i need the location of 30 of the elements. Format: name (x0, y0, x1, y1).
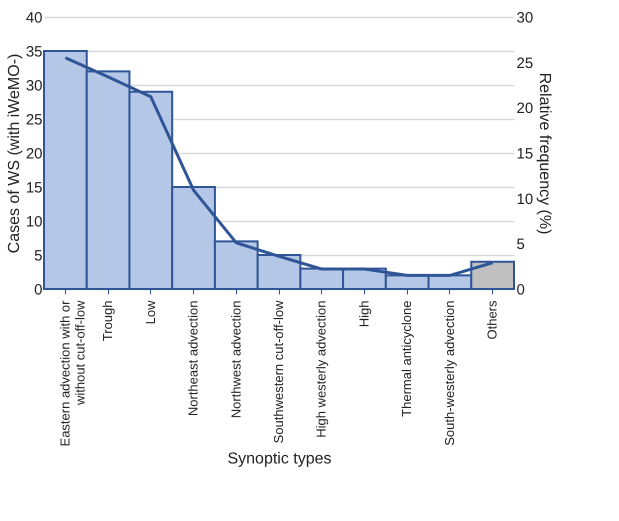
x-tick-label: Northeast advection (186, 300, 201, 416)
y-tick-label: 40 (26, 10, 42, 26)
x-tick-label: Trough (100, 300, 116, 342)
x-tick-label: South-westerly advection (442, 300, 457, 446)
y-tick-label: 10 (26, 214, 42, 230)
x-axis-title: Synoptic types (227, 450, 332, 468)
x-tick-label: Northwest advection (228, 300, 244, 418)
y2-tick-label: 25 (516, 54, 534, 72)
y-tick-label: 35 (26, 44, 42, 60)
x-tick-label: Eastern advection with or without cut-off-low (57, 300, 88, 446)
y-tick-label: 0 (34, 282, 42, 298)
y-tick-label: 25 (26, 112, 42, 128)
x-tick-label: Thermal anticyclone (399, 300, 414, 417)
x-tick-label: Others (484, 300, 500, 340)
y2-axis-title: Relative frequency (%) (536, 72, 554, 234)
x-tick-label: High (356, 300, 372, 328)
x-tick-label: Low (142, 300, 158, 324)
y-tick-label: 30 (26, 78, 42, 94)
y2-tick-label: 30 (516, 10, 534, 26)
x-tick-label: High westerly advection (314, 300, 329, 438)
y2-tick-label: 15 (516, 146, 534, 162)
y-tick-label: 5 (34, 248, 42, 264)
y-axis-title: Cases of WS (with iWeMO-) (6, 54, 23, 254)
y2-tick-label: 0 (516, 282, 525, 298)
y-tick-label: 20 (26, 146, 42, 162)
y-tick-label: 15 (26, 180, 42, 196)
y2-tick-label: 20 (516, 100, 534, 118)
x-tick-label: Southwestern cut-off-low (271, 300, 286, 444)
y2-tick-label: 10 (516, 190, 534, 208)
y2-tick-label: 5 (516, 236, 525, 254)
